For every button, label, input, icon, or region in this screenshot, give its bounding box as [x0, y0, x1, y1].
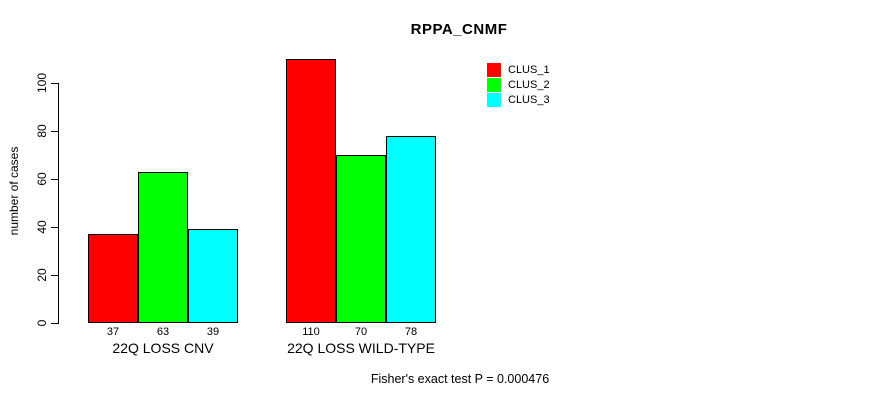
- fisher-test-annotation: Fisher's exact test P = 0.000476: [370, 372, 550, 386]
- y-axis-tick-label: 20: [35, 268, 49, 282]
- y-axis-tick: [51, 227, 58, 228]
- legend-label-clus_1: CLUS_1: [508, 64, 550, 76]
- legend-swatch-clus_3: [487, 93, 501, 107]
- y-axis-tick-label: 40: [35, 220, 49, 234]
- y-axis-tick: [51, 131, 58, 132]
- y-axis-tick: [51, 275, 58, 276]
- y-axis-label: number of cases: [7, 146, 21, 236]
- y-axis-tick-label: 0: [35, 319, 49, 327]
- bar-clus_1-group2: [286, 59, 336, 323]
- bar-value-label: 70: [354, 326, 368, 338]
- legend-label-clus_3: CLUS_3: [508, 94, 550, 106]
- legend-swatch-clus_2: [487, 78, 501, 92]
- legend-swatch-clus_1: [487, 63, 501, 77]
- y-axis-line: [58, 83, 59, 324]
- y-axis-tick-label: 100: [35, 72, 49, 94]
- y-axis-tick-label: 80: [35, 124, 49, 138]
- bar-clus_2-group2: [336, 155, 386, 323]
- y-axis-tick-label: 60: [35, 172, 49, 186]
- y-axis-tick: [51, 179, 58, 180]
- y-axis-tick: [51, 323, 58, 324]
- y-axis-tick: [51, 83, 58, 84]
- bar-clus_2-group1: [138, 171, 188, 323]
- x-axis-group-label: 22Q LOSS WILD-TYPE: [287, 340, 435, 356]
- bar-clus_3-group1: [188, 229, 238, 323]
- chart-title: RPPA_CNMF: [410, 21, 508, 38]
- bar-value-label: 110: [302, 326, 320, 338]
- bar-value-label: 78: [404, 326, 418, 338]
- bar-value-label: 39: [206, 326, 220, 338]
- bar-value-label: 37: [106, 326, 120, 338]
- x-axis-group-label: 22Q LOSS CNV: [112, 340, 214, 356]
- bar-clus_3-group2: [386, 135, 436, 323]
- bar-clus_1-group1: [88, 234, 138, 323]
- bar-value-label: 63: [156, 326, 170, 338]
- legend-label-clus_2: CLUS_2: [508, 79, 550, 91]
